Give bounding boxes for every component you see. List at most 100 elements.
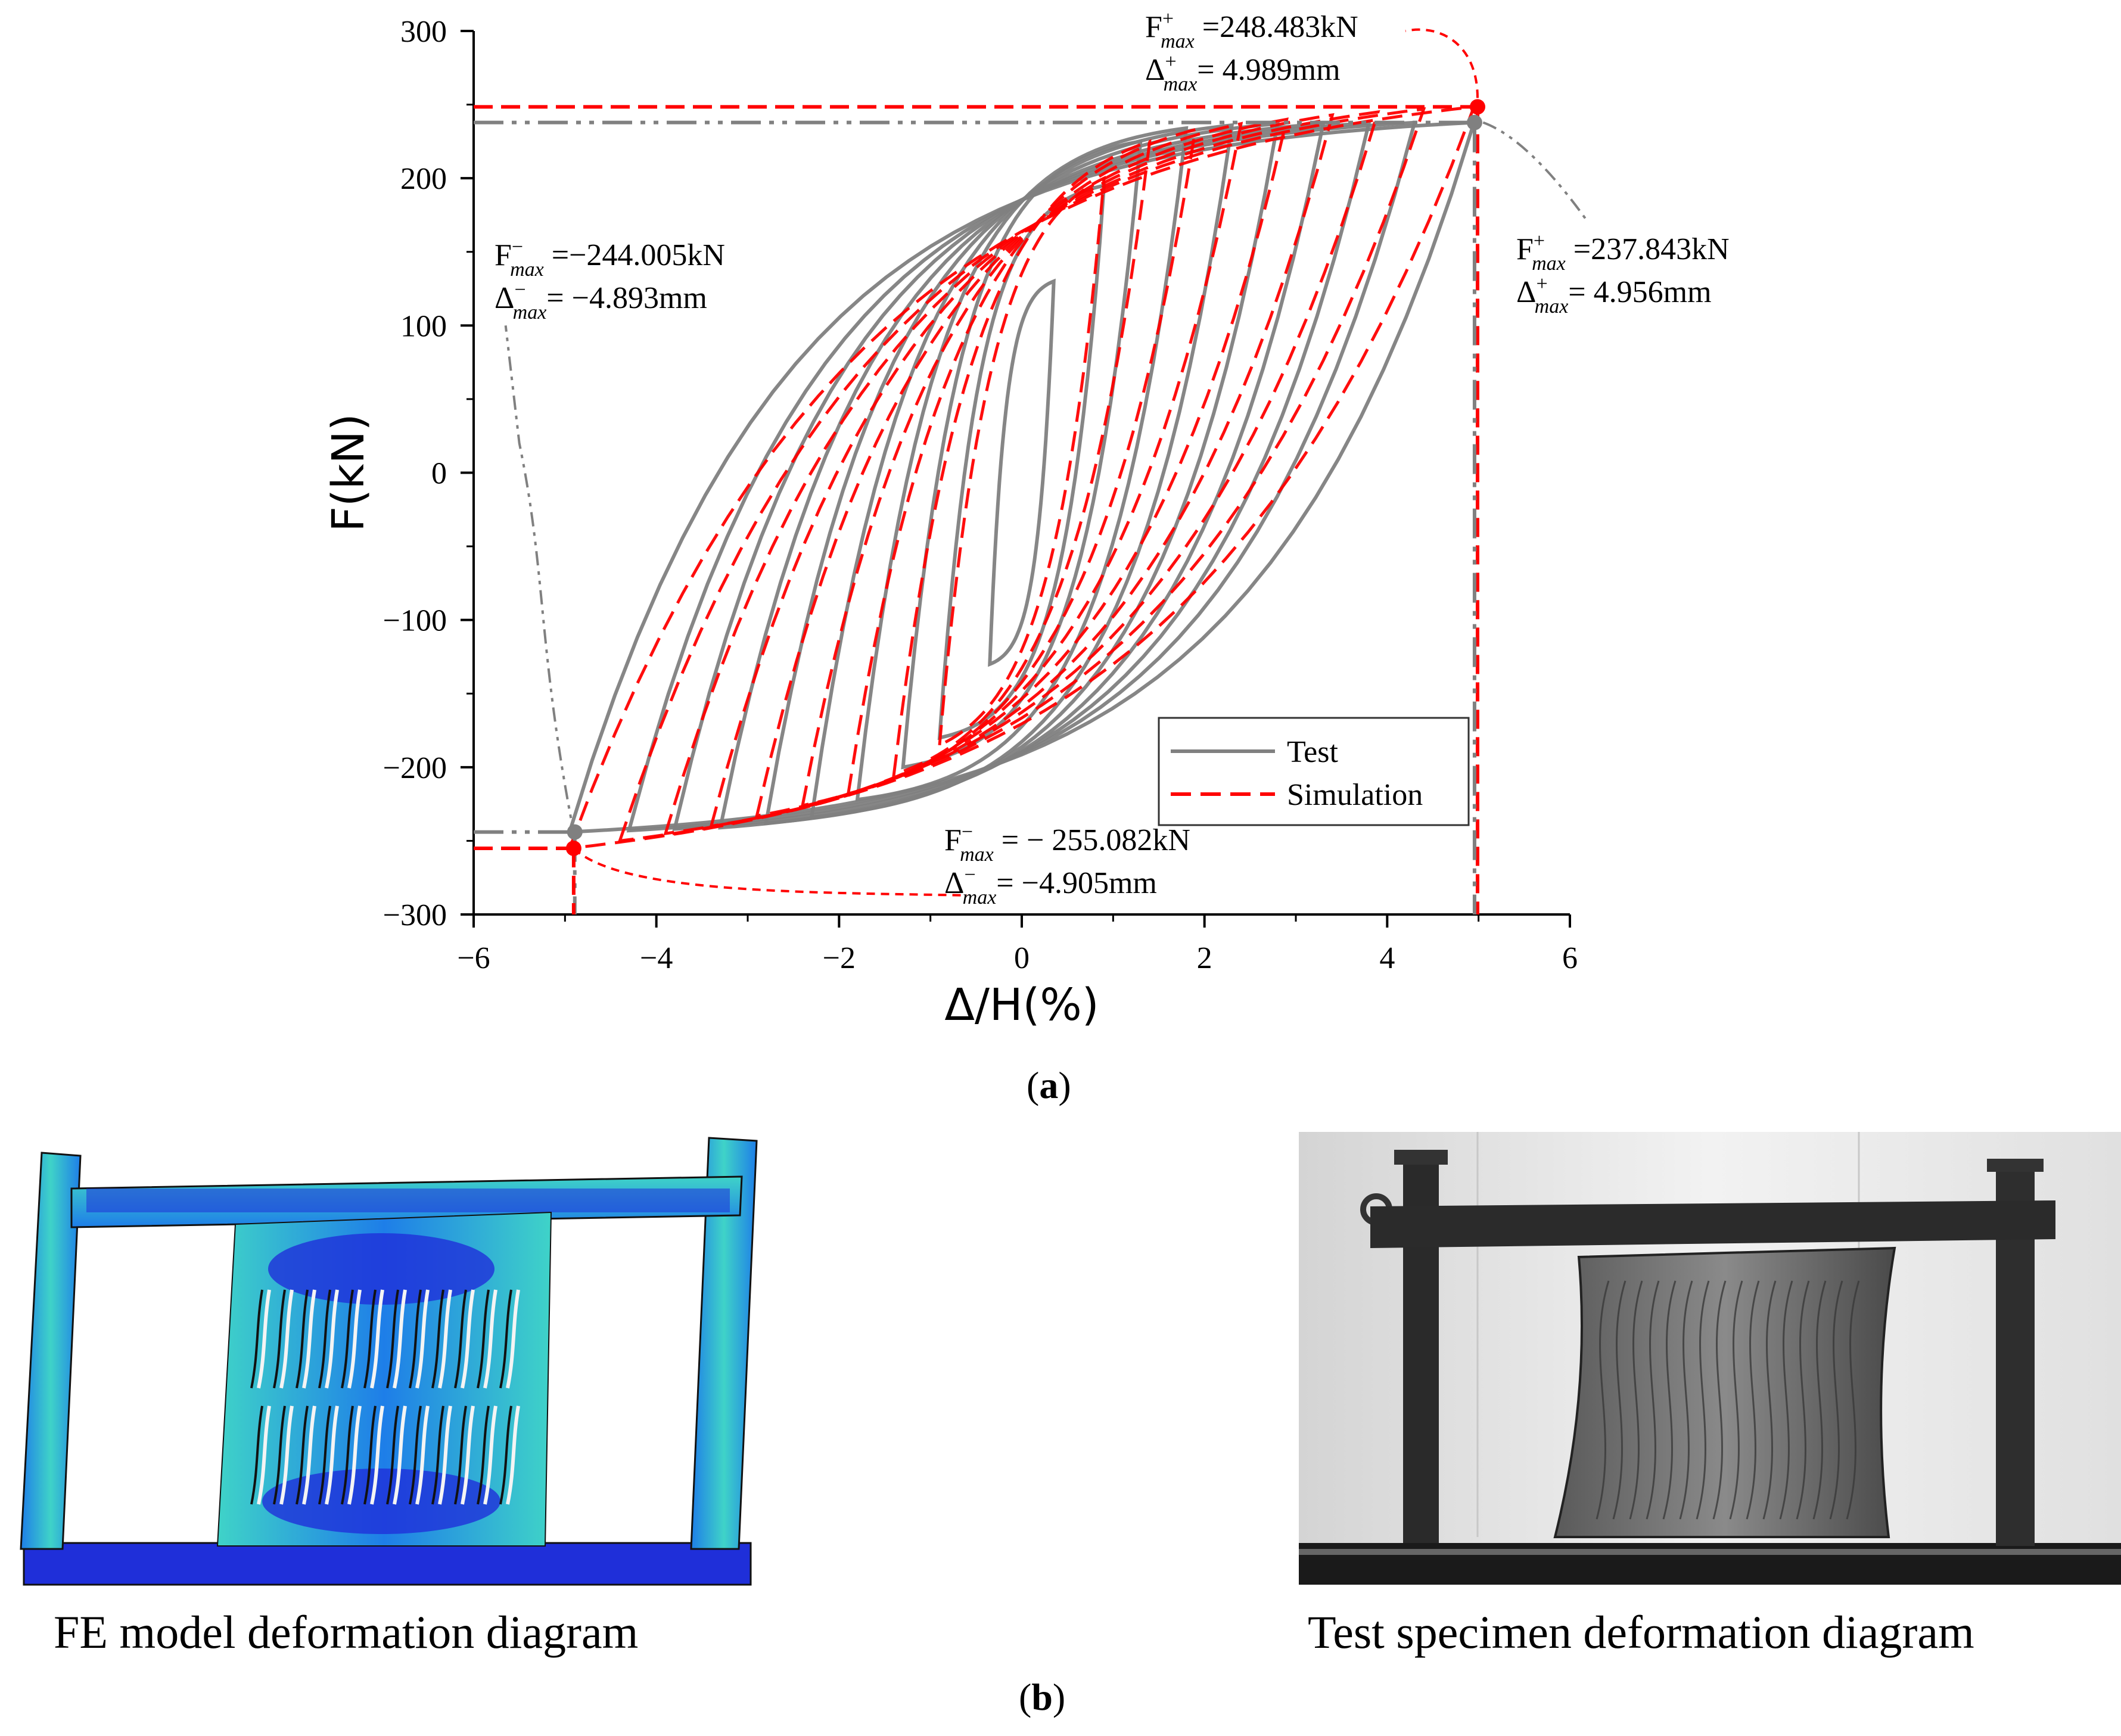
test-loop-7 xyxy=(672,121,1372,831)
photo-slit xyxy=(1712,1280,1727,1520)
leader-test-pos xyxy=(1482,121,1590,223)
photo-slit xyxy=(1729,1280,1743,1520)
fe-slit xyxy=(341,1289,354,1389)
x-tick-label-4: 2 xyxy=(1197,941,1212,975)
fe-slit-gap xyxy=(461,1405,475,1505)
y-tick-label-5: −200 xyxy=(383,751,447,785)
legend-label-0: Test xyxy=(1287,735,1338,769)
y-tick-label-4: −100 xyxy=(383,604,447,638)
fe-slit-gap xyxy=(279,1405,294,1505)
y-tick-label-0: 300 xyxy=(400,15,447,49)
panel-b-label: (b) xyxy=(1019,1676,1066,1718)
x-tick-label-1: −4 xyxy=(640,941,673,975)
panel-a-label: (a) xyxy=(1027,1064,1071,1106)
fe-slit xyxy=(499,1289,512,1389)
leader-sim-pos xyxy=(1405,28,1479,98)
fe-slit-gap xyxy=(370,1289,384,1389)
simulation-loop-4 xyxy=(754,117,1289,818)
x-axis-label: Δ/H(%) xyxy=(944,979,1099,1031)
fe-slit xyxy=(477,1405,490,1505)
fe-slit xyxy=(386,1289,399,1389)
annot-test-neg-disp: Δ− max= −4.893mm xyxy=(495,279,707,323)
fe-slit xyxy=(250,1289,263,1389)
fe-slit xyxy=(409,1289,422,1389)
fe-slit xyxy=(318,1405,331,1505)
peak-point-0 xyxy=(1469,99,1485,115)
annot-test-neg-force: F− max =−244.005kN xyxy=(495,236,725,281)
x-tick-label-5: 4 xyxy=(1379,941,1395,975)
fe-slit xyxy=(273,1289,286,1389)
fe-slit-gap xyxy=(393,1289,407,1389)
photo-slit xyxy=(1829,1280,1843,1520)
y-tick-label-2: 100 xyxy=(400,309,447,343)
photo-slit xyxy=(1662,1280,1677,1520)
simulation-loop-0 xyxy=(938,176,1106,748)
photo-slit xyxy=(1612,1280,1626,1520)
legend-label-1: Simulation xyxy=(1287,778,1423,812)
fe-slit-gap xyxy=(483,1405,497,1505)
y-axis-label: F(kN) xyxy=(323,413,374,532)
fe-slit-gap xyxy=(506,1405,520,1505)
simulation-loop-2 xyxy=(846,127,1198,796)
fe-slit xyxy=(477,1289,490,1389)
test-loop-0 xyxy=(988,278,1056,667)
annot-sim-pos-disp: Δ+ max= 4.989mm xyxy=(1145,51,1341,95)
peak-point-1 xyxy=(1466,114,1482,130)
photo-slit xyxy=(1629,1280,1643,1520)
x-tick-label-0: −6 xyxy=(457,941,490,975)
photo-slit xyxy=(1796,1280,1810,1520)
fe-slit xyxy=(409,1405,422,1505)
fe-slit-gap xyxy=(325,1405,339,1505)
fe-slit-gap xyxy=(257,1405,271,1505)
photo-slit xyxy=(1746,1280,1760,1520)
test-loop-2 xyxy=(901,139,1143,770)
fe-slit-gap xyxy=(347,1289,362,1389)
x-tick-label-2: −2 xyxy=(823,941,856,975)
photo-slit xyxy=(1696,1280,1710,1520)
y-tick-label-6: −300 xyxy=(383,898,447,932)
fe-slit xyxy=(250,1405,263,1505)
fe-model-caption: FE model deformation diagram xyxy=(54,1606,639,1658)
x-tick-label-3: 0 xyxy=(1014,941,1030,975)
photo-slit xyxy=(1646,1280,1660,1520)
annot-test-pos-force: F+ max =237.843kN xyxy=(1516,230,1730,275)
y-tick-label-1: 200 xyxy=(400,162,447,196)
fe-slit xyxy=(273,1405,286,1505)
fe-slit-gap xyxy=(347,1405,362,1505)
fe-slit-gap xyxy=(415,1289,430,1389)
fe-slit-gap xyxy=(302,1289,316,1389)
fe-slit xyxy=(296,1289,309,1389)
y-tick-label-3: 0 xyxy=(431,457,447,491)
test-loop-3 xyxy=(855,126,1189,802)
fe-slit xyxy=(296,1405,309,1505)
photo-slit xyxy=(1596,1280,1610,1520)
test-specimen-caption: Test specimen deformation diagram xyxy=(1308,1606,1974,1658)
fe-slit-gap xyxy=(393,1405,407,1505)
fe-slit-gap xyxy=(506,1289,520,1389)
photo-slit xyxy=(1779,1280,1793,1520)
test-specimen-image xyxy=(1299,1132,2121,1585)
annot-sim-neg-force: F− max = − 255.082kN xyxy=(944,821,1190,866)
fe-slit-gap xyxy=(438,1405,452,1505)
fe-slit xyxy=(386,1405,399,1505)
photo-slit xyxy=(1679,1280,1693,1520)
fe-slit xyxy=(431,1405,444,1505)
leader-test-neg xyxy=(504,325,576,838)
fe-slit xyxy=(363,1405,377,1505)
photo-slit xyxy=(1846,1280,1860,1520)
fe-slit-gap xyxy=(370,1405,384,1505)
annot-test-pos-disp: Δ+ max= 4.956mm xyxy=(1516,273,1712,318)
fe-slit-gap xyxy=(438,1289,452,1389)
annot-sim-neg-disp: Δ− max= −4.905mm xyxy=(944,864,1157,909)
legend-box xyxy=(1158,717,1470,826)
photo-slit xyxy=(1762,1280,1777,1520)
fe-slit-gap xyxy=(302,1405,316,1505)
fe-slit-gap xyxy=(483,1289,497,1389)
simulation-loop-1 xyxy=(892,139,1152,777)
fe-slit xyxy=(499,1405,512,1505)
hysteresis-chart: −6 −4 −2 0 2 4 6 300 200 100 0 −100 −200 −300 Δ/H(%) F(… xyxy=(323,8,1730,1031)
